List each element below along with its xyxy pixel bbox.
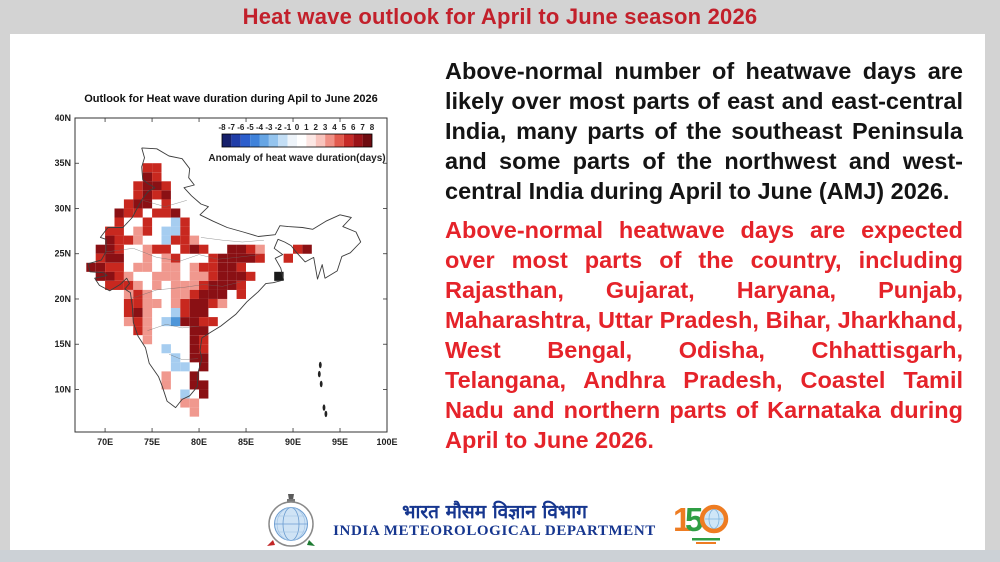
svg-text:-3: -3 <box>265 123 273 132</box>
svg-text:-6: -6 <box>237 123 245 132</box>
svg-text:5: 5 <box>342 123 347 132</box>
svg-text:-2: -2 <box>275 123 283 132</box>
outlook-paragraph-black: Above-normal number of heatwave days are… <box>445 58 963 204</box>
svg-text:80E: 80E <box>191 437 207 447</box>
anniversary-digit-1: 1 <box>673 501 691 538</box>
svg-text:Anomaly of heat wave duration(: Anomaly of heat wave duration(days) <box>208 153 385 164</box>
imd-name-hindi: भारत मौसम विज्ञान विभाग <box>402 501 587 524</box>
svg-text:35N: 35N <box>55 158 71 168</box>
imd-name-block: भारत मौसम विज्ञान विभाग INDIA METEOROLOG… <box>333 502 656 539</box>
svg-text:-4: -4 <box>256 123 264 132</box>
svg-text:30N: 30N <box>55 203 71 213</box>
outlook-paragraph-red: Above-normal heatwave days are expected … <box>445 217 963 453</box>
page-title: Heat wave outlook for April to June seas… <box>242 4 758 29</box>
svg-text:4: 4 <box>332 123 337 132</box>
svg-text:Outlook for Heat wave duration: Outlook for Heat wave duration during Ap… <box>84 93 378 105</box>
svg-text:-1: -1 <box>284 123 292 132</box>
svg-text:40N: 40N <box>55 113 71 123</box>
svg-text:70E: 70E <box>97 437 113 447</box>
imd-name-english: INDIA METEOROLOGICAL DEPARTMENT <box>333 523 656 540</box>
outlook-text-column: Above-normal number of heatwave days are… <box>445 56 963 455</box>
svg-text:15N: 15N <box>55 339 71 349</box>
svg-text:90E: 90E <box>285 437 301 447</box>
svg-text:25N: 25N <box>55 249 71 259</box>
imd-footer: भारत मौसम विज्ञान विभाग INDIA METEOROLOG… <box>10 492 985 550</box>
svg-text:75E: 75E <box>144 437 160 447</box>
heatmap-figure: Outlook for Heat wave duration during Ap… <box>54 93 397 447</box>
heatwave-map-figure: Outlook for Heat wave duration during Ap… <box>54 88 405 466</box>
svg-text:3: 3 <box>323 123 328 132</box>
svg-text:95E: 95E <box>332 437 348 447</box>
svg-text:-5: -5 <box>247 123 255 132</box>
svg-text:2: 2 <box>314 123 319 132</box>
svg-text:85E: 85E <box>238 437 254 447</box>
anniversary-digit-5: 5 <box>685 501 703 538</box>
svg-text:1: 1 <box>304 123 309 132</box>
150th-anniversary-logo: 1 5 <box>673 501 729 544</box>
imd-logo <box>267 494 316 547</box>
bottom-border <box>0 550 1000 562</box>
svg-text:20N: 20N <box>55 294 71 304</box>
svg-text:6: 6 <box>351 123 356 132</box>
header-banner: Heat wave outlook for April to June seas… <box>0 0 1000 34</box>
svg-text:8: 8 <box>370 123 375 132</box>
svg-text:0: 0 <box>295 123 300 132</box>
svg-text:-8: -8 <box>218 123 226 132</box>
svg-text:7: 7 <box>360 123 365 132</box>
svg-text:10N: 10N <box>55 384 71 394</box>
svg-text:-7: -7 <box>228 123 236 132</box>
svg-text:100E: 100E <box>376 437 397 447</box>
